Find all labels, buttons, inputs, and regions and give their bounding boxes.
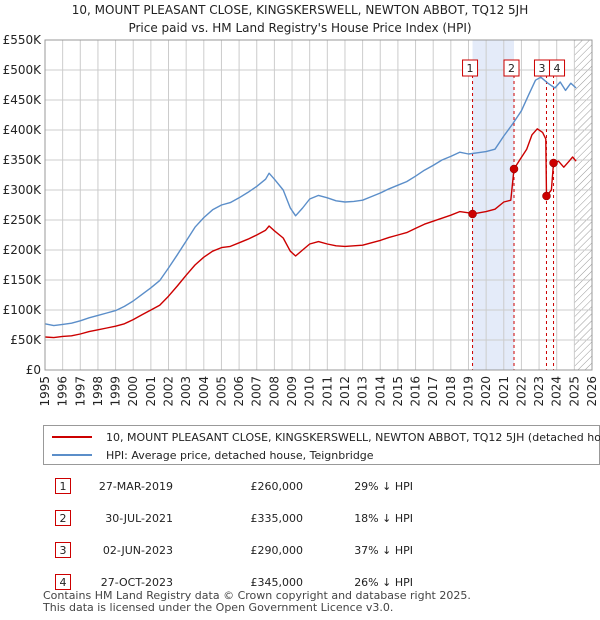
footer-line-2: This data is licensed under the Open Gov… bbox=[43, 601, 394, 614]
y-tick-label: £300K bbox=[3, 183, 43, 197]
y-tick-label: £550K bbox=[3, 33, 43, 47]
table-row: 3 02-JUN-2023 £290,000 37% ↓ HPI bbox=[43, 534, 413, 566]
sale-price: £290,000 bbox=[250, 543, 304, 557]
x-tick-label: 2014 bbox=[373, 376, 387, 407]
x-tick-label: 2025 bbox=[567, 376, 581, 407]
x-tick-label: 2001 bbox=[144, 376, 158, 407]
x-tick-label: 2015 bbox=[391, 376, 405, 407]
x-tick-label: 2019 bbox=[461, 376, 475, 407]
y-tick-label: £0 bbox=[26, 363, 41, 377]
sale-marker-box bbox=[462, 59, 479, 77]
y-tick-label: £400K bbox=[3, 123, 43, 137]
sale-marker-label: 4 bbox=[554, 62, 561, 75]
plot-frame bbox=[44, 39, 593, 371]
x-tick-label: 1997 bbox=[73, 376, 87, 407]
x-tick-label: 2002 bbox=[162, 376, 176, 407]
x-tick-label: 2022 bbox=[514, 376, 528, 407]
highlight-band bbox=[472, 40, 515, 370]
x-tick-label: 2010 bbox=[303, 376, 317, 407]
x-tick-label: 2004 bbox=[197, 376, 211, 407]
legend-label-hpi: HPI: Average price, detached house, Teig… bbox=[106, 448, 374, 462]
x-tick-label: 1998 bbox=[91, 376, 105, 407]
legend-item-hpi: HPI: Average price, detached house, Teig… bbox=[44, 446, 374, 464]
x-tick-label: 2017 bbox=[426, 376, 440, 407]
sales-table: 1 27-MAR-2019 £260,000 29% ↓ HPI 2 30-JU… bbox=[43, 470, 413, 598]
title-line-2: Price paid vs. HM Land Registry's House … bbox=[128, 21, 472, 35]
table-row: 4 27-OCT-2023 £345,000 26% ↓ HPI bbox=[43, 566, 413, 598]
y-tick-label: £100K bbox=[3, 303, 43, 317]
y-tick-label: £450K bbox=[3, 93, 43, 107]
title-line-1: 10, MOUNT PLEASANT CLOSE, KINGSKERSWELL,… bbox=[71, 3, 529, 17]
footer-line-1: Contains HM Land Registry data © Crown c… bbox=[43, 589, 471, 602]
x-tick-label: 2009 bbox=[285, 376, 299, 407]
x-tick-label: 2005 bbox=[214, 376, 228, 407]
x-tick-label: 2020 bbox=[479, 376, 493, 407]
x-tick-label: 1995 bbox=[38, 376, 52, 407]
table-row: 1 27-MAR-2019 £260,000 29% ↓ HPI bbox=[43, 470, 413, 502]
sale-number-badge: 4 bbox=[55, 574, 71, 590]
x-tick-label: 2013 bbox=[356, 376, 370, 407]
x-tick-label: 2012 bbox=[338, 376, 352, 407]
sale-number-badge: 2 bbox=[55, 510, 71, 526]
sale-marker-box bbox=[503, 59, 520, 77]
x-tick-label: 2008 bbox=[267, 376, 281, 407]
x-tick-label: 2000 bbox=[126, 376, 140, 407]
sale-point bbox=[509, 164, 519, 174]
x-tick-label: 2021 bbox=[497, 376, 511, 407]
y-tick-label: £250K bbox=[3, 213, 43, 227]
legend-swatch-property bbox=[52, 436, 92, 438]
x-tick-label: 2003 bbox=[179, 376, 193, 407]
sale-price: £260,000 bbox=[250, 479, 304, 493]
legend-item-property: 10, MOUNT PLEASANT CLOSE, KINGSKERSWELL,… bbox=[44, 428, 600, 446]
sale-price: £335,000 bbox=[250, 511, 304, 525]
sale-hpi-diff: 29% ↓ HPI bbox=[354, 479, 413, 493]
table-row: 2 30-JUL-2021 £335,000 18% ↓ HPI bbox=[43, 502, 413, 534]
sale-marker-label: 2 bbox=[508, 62, 515, 75]
sale-hpi-diff: 18% ↓ HPI bbox=[354, 511, 413, 525]
sale-point bbox=[549, 158, 558, 168]
legend-swatch-hpi bbox=[52, 454, 92, 456]
sale-date: 02-JUN-2023 bbox=[102, 543, 173, 557]
sale-date: 27-MAR-2019 bbox=[98, 479, 173, 493]
sale-point bbox=[542, 191, 551, 201]
sale-date: 27-OCT-2023 bbox=[100, 575, 173, 589]
x-tick-label: 2016 bbox=[409, 376, 423, 407]
y-tick-label: £500K bbox=[3, 63, 43, 77]
sale-number-badge: 3 bbox=[55, 542, 71, 558]
sale-marker-label: 3 bbox=[538, 62, 545, 75]
sale-marker-label: 1 bbox=[467, 62, 474, 75]
x-tick-label: 1999 bbox=[109, 376, 123, 407]
x-tick-label: 2011 bbox=[320, 376, 334, 407]
footer-notice: Contains HM Land Registry data © Crown c… bbox=[43, 590, 471, 614]
y-tick-label: £350K bbox=[3, 153, 43, 167]
x-tick-label: 2006 bbox=[232, 376, 246, 407]
x-tick-label: 2018 bbox=[444, 376, 458, 407]
x-tick-label: 1996 bbox=[56, 376, 70, 407]
legend: 10, MOUNT PLEASANT CLOSE, KINGSKERSWELL,… bbox=[43, 425, 600, 465]
y-tick-label: £150K bbox=[3, 273, 43, 287]
sale-price: £345,000 bbox=[250, 575, 304, 589]
y-tick-label: £50K bbox=[10, 333, 42, 347]
chart-title: 10, MOUNT PLEASANT CLOSE, KINGSKERSWELL,… bbox=[0, 1, 600, 37]
sale-marker-box bbox=[549, 59, 566, 77]
y-tick-label: £200K bbox=[3, 243, 43, 257]
series-line bbox=[44, 76, 577, 327]
x-tick-label: 2023 bbox=[532, 376, 546, 407]
x-tick-label: 2024 bbox=[550, 376, 564, 407]
sale-point bbox=[468, 209, 477, 219]
sale-hpi-diff: 26% ↓ HPI bbox=[354, 575, 413, 589]
sale-date: 30-JUL-2021 bbox=[105, 511, 173, 525]
x-tick-label: 2026 bbox=[585, 376, 599, 407]
series-line bbox=[44, 128, 577, 339]
sale-hpi-diff: 37% ↓ HPI bbox=[354, 543, 413, 557]
future-hatch-area bbox=[574, 40, 592, 370]
legend-label-property: 10, MOUNT PLEASANT CLOSE, KINGSKERSWELL,… bbox=[106, 430, 600, 444]
sale-number-badge: 1 bbox=[55, 478, 71, 494]
x-tick-label: 2007 bbox=[250, 376, 264, 407]
